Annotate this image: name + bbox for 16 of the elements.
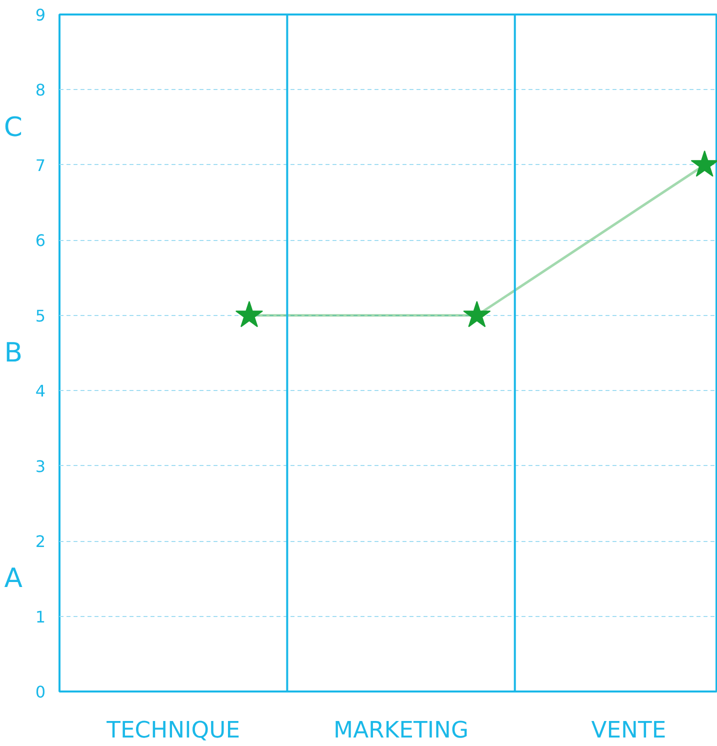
y-tick-label: 3: [35, 456, 46, 476]
text: C: [4, 112, 23, 143]
y-tick-label: 5: [35, 306, 46, 326]
y-tick-label: 7: [35, 156, 46, 175]
text: B: [4, 338, 23, 368]
x-tick-label: VENTE: [591, 718, 666, 744]
y-tick-label: 9: [35, 6, 46, 24]
x-tick-label: MARKETING: [334, 718, 469, 744]
y-tick-label: 0: [35, 682, 46, 702]
x-tick-label: TECHNIQUE: [106, 718, 240, 744]
text: A: [4, 563, 24, 594]
y-tick-label: 8: [35, 80, 46, 100]
y-tick-label: 2: [35, 532, 46, 552]
y-tick-label: 1: [35, 607, 46, 626]
y-tick-label: 4: [35, 382, 46, 401]
y-tick-label: 6: [35, 231, 46, 250]
